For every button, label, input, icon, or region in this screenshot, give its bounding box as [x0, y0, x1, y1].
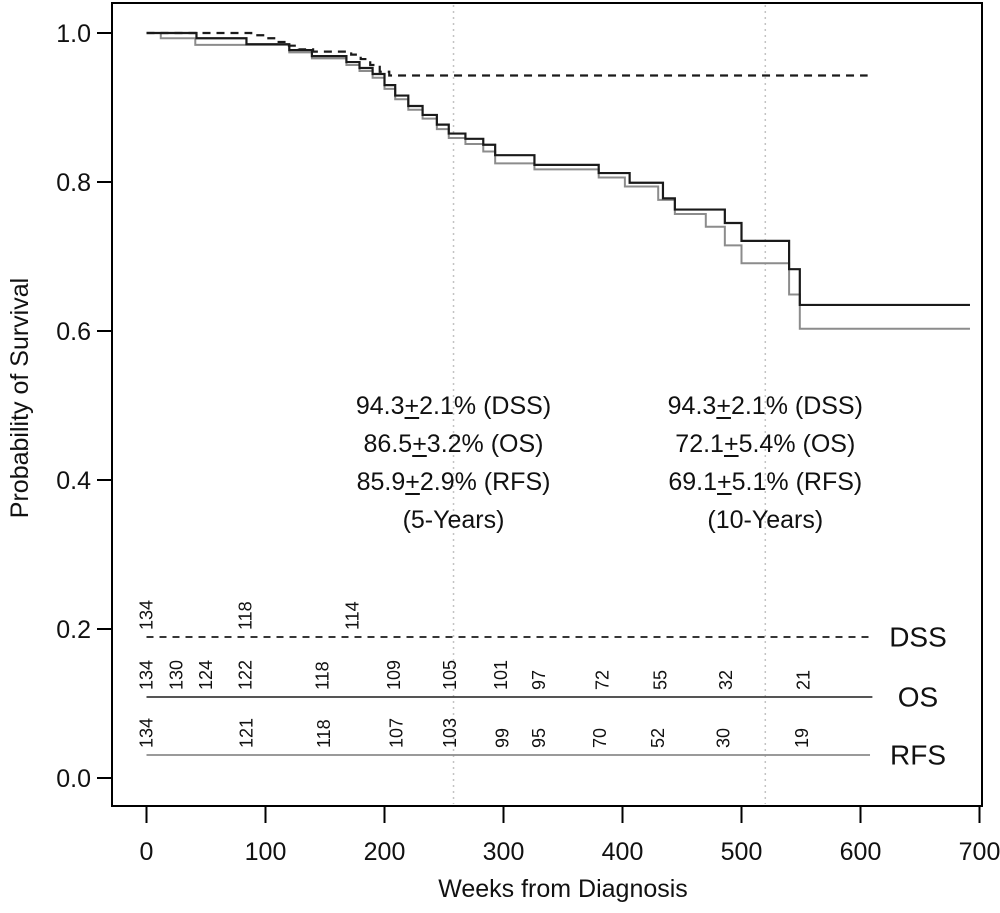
at-risk-count: 97 [529, 670, 549, 690]
x-tick-label: 700 [959, 838, 1000, 866]
x-tick-label: 300 [483, 838, 525, 866]
curve-label-dss: DSS [889, 622, 947, 653]
annotation-title: (5-Years) [402, 506, 505, 534]
plus-minus-sign: + [723, 430, 739, 458]
at-risk-count: 52 [648, 728, 668, 748]
y-tick-label: 0.4 [56, 467, 91, 495]
x-axis-title: Weeks from Diagnosis [438, 875, 688, 903]
at-risk-count: 99 [492, 728, 512, 748]
axes-layer: 0 100 200 300 400 500 600 700 1.0 0.8 0.6 0.4 0.2 0.0 [56, 2, 1000, 866]
survival-stat-os: 86.5+3.2% (OS) [363, 430, 544, 458]
at-risk-count: 114 [342, 601, 362, 630]
at-risk-count: 30 [714, 728, 734, 748]
curve-dss [146, 31, 868, 77]
curve-rfs [146, 32, 970, 330]
x-tick-label: 500 [721, 838, 763, 866]
plus-minus-sign: + [716, 392, 731, 420]
x-tick-label: 600 [840, 838, 882, 866]
curve-label-os: OS [898, 682, 938, 713]
at-risk-count: 118 [314, 719, 334, 748]
x-tick-label: 400 [602, 838, 644, 866]
at-risk-count: 124 [196, 660, 216, 690]
plus-minus-sign: + [717, 468, 732, 496]
plus-minus-sign: + [405, 468, 420, 496]
at-risk-count: 121 [236, 718, 256, 748]
y-tick-label: 0.8 [56, 169, 91, 197]
at-risk-count: 134 [137, 718, 157, 748]
survival-stat-dss: 94.3+2.1% (DSS) [667, 392, 863, 420]
curves-layer [146, 31, 970, 330]
annotation-title: (10-Years) [707, 506, 824, 534]
at-risk-table-layer: 134 118 114 DSS 134 130 124 122 118 109 105 101 97 72… [137, 600, 947, 771]
plus-minus-sign: + [412, 430, 427, 458]
x-tick-label: 0 [140, 838, 154, 866]
at-risk-count: 134 [137, 660, 157, 690]
plus-minus-sign: + [404, 392, 420, 420]
y-tick-label: 1.0 [56, 20, 91, 48]
at-risk-count: 130 [166, 660, 186, 690]
at-risk-count: 105 [440, 660, 460, 690]
at-risk-count: 72 [592, 670, 612, 690]
plot-frame [111, 2, 983, 807]
y-tick-label: 0.2 [56, 616, 91, 644]
at-risk-count: 55 [651, 670, 671, 690]
x-tick-label: 200 [364, 838, 406, 866]
at-risk-count: 21 [793, 670, 813, 690]
survival-stat-dss: 94.3+2.1% (DSS) [355, 392, 552, 420]
at-risk-count: 103 [440, 718, 460, 748]
at-risk-count: 122 [235, 660, 255, 690]
five-year-annotation: 94.3+2.1% (DSS) 86.5+3.2% (OS) 85.9+2.9% (… [304, 387, 604, 539]
at-risk-count: 134 [137, 600, 157, 630]
x-tick-label: 100 [245, 838, 287, 866]
survival-stat-os: 72.1+5.4% (OS) [675, 430, 856, 458]
ten-year-annotation: 94.3+2.1% (DSS) 72.1+5.4% (OS) 69.1+5.1% (… [615, 387, 915, 539]
at-risk-count: 32 [716, 670, 736, 690]
at-risk-count: 109 [384, 660, 404, 690]
curve-label-rfs: RFS [890, 740, 946, 771]
y-tick-label: 0.0 [56, 765, 91, 793]
at-risk-count: 107 [386, 718, 406, 748]
curve-os [146, 31, 970, 307]
y-axis-title: Probability of Survival [6, 278, 34, 518]
at-risk-count: 118 [313, 661, 333, 690]
at-risk-count: 95 [529, 728, 549, 748]
at-risk-count: 101 [491, 660, 511, 690]
at-risk-count: 19 [792, 728, 812, 748]
at-risk-count: 118 [235, 601, 255, 630]
survival-stat-rfs: 69.1+5.1% (RFS) [668, 468, 863, 496]
at-risk-count: 70 [590, 728, 610, 748]
y-tick-label: 0.6 [56, 318, 91, 346]
survival-stat-rfs: 85.9+2.9% (RFS) [356, 468, 551, 496]
